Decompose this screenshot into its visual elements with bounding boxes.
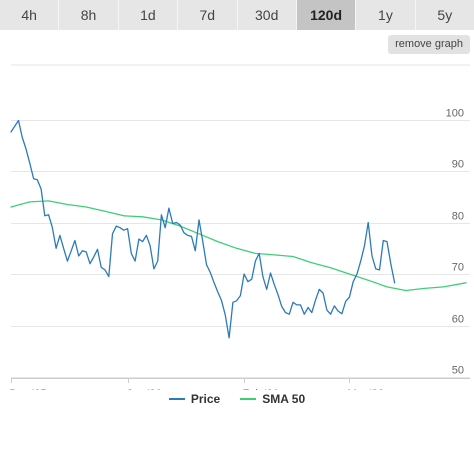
price-chart: 50 60 70 80 90 100 Dec '25 Jan '26 Feb '26 Mar '2…: [10, 64, 470, 390]
legend-label: SMA 50: [262, 392, 306, 406]
legend-label: Price: [190, 392, 221, 406]
sma-50-series-line: [10, 200, 467, 292]
x-tick-label: Jan '26: [127, 388, 162, 390]
tab-8h[interactable]: 8h: [59, 0, 119, 30]
x-tick-label: Mar '26: [348, 388, 384, 390]
timeframe-tabs: 4h 8h 1d 7d 30d 120d 1y 5y: [0, 0, 474, 30]
y-tick-label: 50: [452, 365, 464, 377]
x-tick-label: Feb '26: [243, 388, 279, 390]
y-tick-label: 70: [452, 262, 464, 274]
legend-item-sma-50[interactable]: SMA 50: [240, 392, 305, 406]
tab-120d[interactable]: 120d: [296, 0, 357, 30]
tab-1y[interactable]: 1y: [356, 0, 416, 30]
y-tick-label: 60: [452, 314, 464, 326]
x-tick-label: Dec '25: [10, 388, 47, 390]
tab-4h[interactable]: 4h: [0, 0, 60, 30]
tab-5y[interactable]: 5y: [415, 0, 474, 30]
y-tick-label: 100: [446, 108, 464, 120]
tab-1d[interactable]: 1d: [118, 0, 179, 30]
chart-legend: Price SMA 50: [0, 392, 474, 406]
legend-swatch: [240, 398, 257, 400]
y-tick-label: 80: [452, 211, 464, 223]
legend-swatch: [168, 398, 185, 400]
tab-30d[interactable]: 30d: [237, 0, 297, 30]
price-series-line: [10, 119, 396, 339]
tab-7d[interactable]: 7d: [178, 0, 238, 30]
legend-item-price[interactable]: Price: [168, 392, 221, 406]
remove-graph-button[interactable]: remove graph: [388, 35, 470, 54]
y-tick-label: 90: [452, 159, 464, 171]
